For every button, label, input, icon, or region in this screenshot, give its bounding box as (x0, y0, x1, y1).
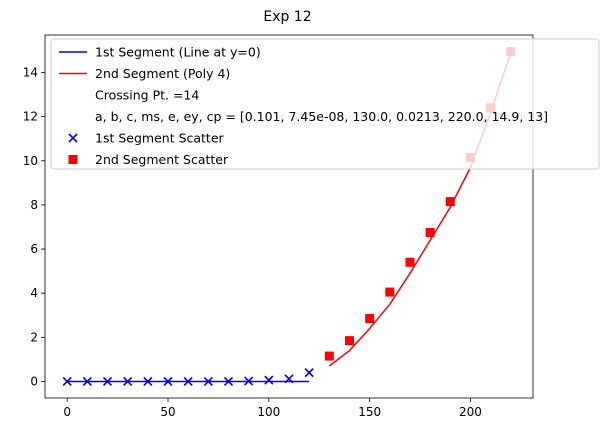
y-tick-label: 2 (30, 330, 38, 344)
scatter-point-square (365, 314, 375, 324)
y-tick-label: 4 (30, 286, 38, 300)
y-tick-label: 14 (23, 66, 38, 80)
scatter-point-x (183, 376, 193, 387)
scatter-point-x (82, 376, 92, 387)
legend-frame (50, 38, 600, 170)
scatter-point-x (143, 376, 153, 387)
x-marker-stroke (163, 376, 173, 387)
x-marker-stroke (143, 376, 153, 387)
scatter-point-x (163, 376, 173, 387)
legend: 1st Segment (Line at y=0) 2nd Segment (Po… (50, 38, 600, 170)
x-marker-stroke (102, 376, 113, 387)
x-marker-stroke (244, 376, 254, 386)
scatter-point-x (203, 376, 213, 387)
scatter-point-x (304, 368, 314, 378)
x-marker-stroke (223, 376, 234, 387)
x-marker-stroke (203, 376, 213, 387)
x-marker-stroke (183, 376, 193, 387)
y-tick-label: 6 (30, 242, 38, 256)
x-marker-stroke (264, 375, 274, 385)
y-tick-label: 10 (23, 154, 38, 168)
x-marker-stroke (82, 376, 92, 387)
chart-title: Exp 12 (263, 9, 311, 25)
legend-x-handle (68, 133, 78, 143)
scatter-point-x (284, 374, 294, 384)
x-marker-stroke (284, 374, 294, 384)
x-tick-label: 0 (63, 405, 71, 419)
scatter-point-square (385, 287, 395, 297)
scatter-point-square (405, 257, 415, 267)
x-axis: 0 50 100 150 200 (63, 398, 482, 419)
legend-square-handle (68, 155, 78, 164)
scatter-point-x (123, 376, 133, 387)
x-tick-label: 100 (257, 405, 280, 419)
legend-label: 2nd Segment (Poly 4) (95, 66, 230, 81)
x-tick-label: 200 (459, 405, 482, 419)
scatter-point-x (102, 376, 113, 387)
y-tick-label: 0 (30, 374, 38, 388)
x-marker-stroke (304, 368, 314, 378)
x-tick-label: 150 (358, 405, 381, 419)
scatter-point-x (223, 376, 234, 387)
scatter-point-square (324, 351, 334, 361)
legend-label: a, b, c, ms, e, ey, cp = [0.101, 7.45e-0… (95, 109, 548, 124)
x-marker-stroke (62, 376, 72, 387)
legend-label: 2nd Segment Scatter (95, 152, 229, 167)
scatter-point-square (425, 227, 435, 237)
scatter-point-square (445, 197, 455, 207)
scatter-point-square (344, 336, 354, 346)
legend-label: 1st Segment Scatter (95, 131, 225, 146)
x-marker-stroke (123, 376, 133, 387)
scatter-point-x (62, 376, 72, 387)
plot-frame (44, 34, 534, 399)
y-tick-label: 12 (23, 110, 38, 124)
legend-label: 1st Segment (Line at y=0) (95, 45, 261, 60)
scatter-point-x (244, 376, 254, 386)
scatter-point-x (264, 375, 274, 385)
legend-label: Crossing Pt. =14 (95, 88, 199, 103)
x-tick-label: 50 (160, 405, 175, 419)
y-axis: 0 2 4 6 8 10 12 14 (23, 66, 45, 388)
y-tick-label: 8 (30, 198, 38, 212)
